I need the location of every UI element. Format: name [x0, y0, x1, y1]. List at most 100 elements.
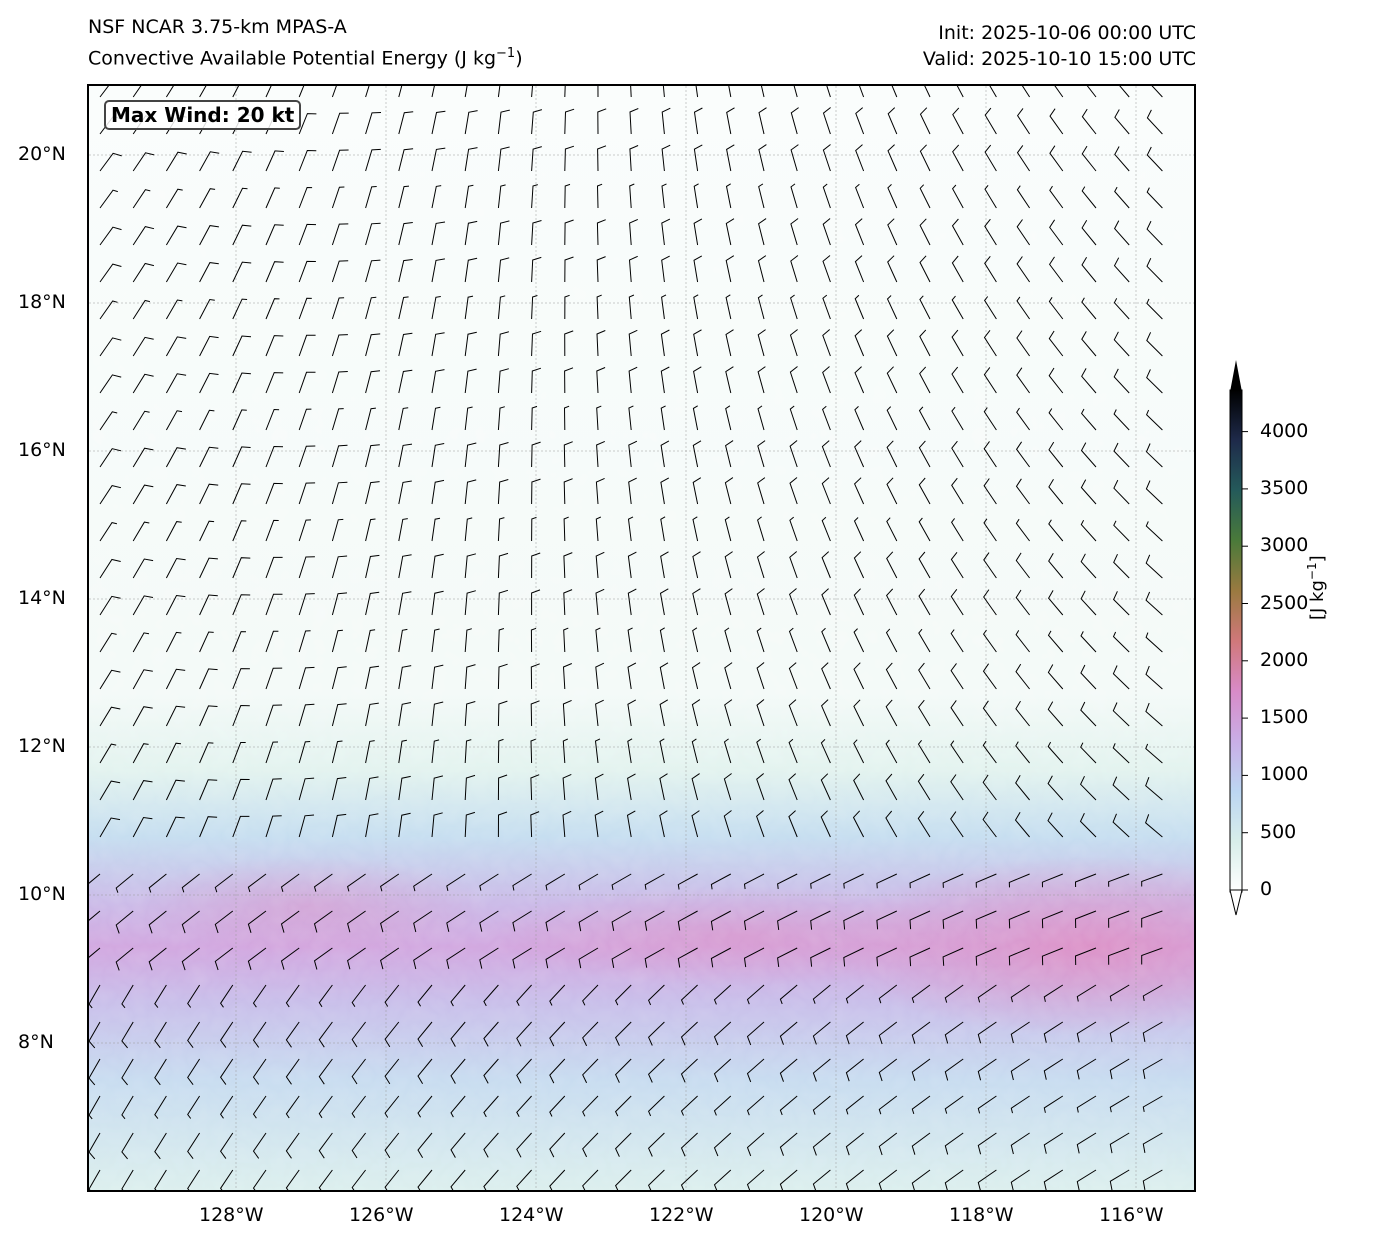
wind-barb [975, 947, 997, 966]
wind-barb [777, 910, 798, 930]
wind-barb [596, 183, 603, 209]
wind-barb [1010, 1169, 1030, 1190]
wind-barb [950, 551, 964, 579]
wind-barb [578, 910, 599, 932]
wind-barb [99, 263, 122, 283]
wind-barb [199, 188, 216, 209]
wind-barb [265, 445, 284, 468]
wind-barb [347, 947, 366, 970]
wind-barb [365, 370, 381, 394]
wind-barb [398, 591, 412, 616]
wind-barb [691, 662, 701, 690]
wind-barb [812, 1132, 831, 1156]
wind-barb [99, 152, 122, 172]
wind-barb [596, 330, 606, 357]
wind-barb [331, 186, 345, 209]
wind-barb [219, 1058, 234, 1085]
wind-barb [944, 1021, 964, 1044]
wind-barb [265, 630, 279, 653]
wind-barb [531, 589, 541, 615]
wind-barb [232, 742, 246, 764]
wind-barb [582, 1169, 599, 1190]
wind-barb [398, 702, 412, 727]
wind-barb [918, 551, 931, 579]
wind-barb [1113, 298, 1130, 320]
wind-barb [725, 218, 735, 246]
wind-barb [917, 739, 931, 764]
wind-barb [497, 442, 509, 468]
wind-barb [497, 220, 510, 246]
wind-barb [757, 366, 766, 394]
wind-barb [788, 810, 798, 838]
wind-barb [789, 588, 798, 616]
wind-barb [983, 552, 997, 579]
wind-barb [1048, 478, 1064, 505]
wind-barb [464, 811, 476, 838]
wind-barb [132, 595, 154, 616]
wind-barb [265, 298, 280, 320]
wind-barb [724, 627, 732, 653]
wind-barb [911, 1058, 931, 1081]
wind-barb [1043, 1021, 1064, 1043]
wind-barb [878, 1058, 898, 1082]
wind-barb [563, 589, 573, 616]
wind-barb [497, 146, 510, 172]
wind-barb [564, 145, 575, 172]
wind-barb [1113, 553, 1130, 579]
wind-barb [165, 299, 183, 320]
wind-barb [1109, 1132, 1130, 1154]
wind-barb [855, 107, 865, 135]
wind-barb [497, 738, 504, 764]
wind-barb [1081, 145, 1097, 172]
wind-barb [431, 406, 441, 431]
wind-barb [365, 222, 381, 246]
wind-barb [1145, 521, 1163, 542]
wind-barb [298, 149, 317, 172]
wind-barb [647, 1169, 665, 1190]
wind-barb [181, 910, 200, 934]
colorbar-unit-text: [J kg [1307, 580, 1328, 620]
wind-barb [854, 294, 865, 320]
wind-barb [331, 481, 348, 505]
colorbar-tick-label: 500 [1260, 820, 1297, 843]
wind-barb [512, 873, 532, 891]
colorbar-tick-label: 2000 [1260, 648, 1309, 671]
wind-barb [285, 1169, 300, 1190]
wind-barb [984, 255, 997, 283]
wind-barb [789, 440, 798, 468]
wind-barb [1113, 331, 1130, 357]
wind-barb [497, 406, 505, 431]
wind-barb [821, 516, 831, 542]
wind-barb [351, 1095, 366, 1118]
wind-barb [1146, 187, 1163, 209]
colorbar-unit: [J kg−1] [1305, 555, 1328, 620]
wind-barb [331, 703, 347, 727]
wind-barb [713, 1132, 732, 1157]
wind-barb [331, 740, 343, 764]
wind-barb [983, 407, 997, 431]
wind-barb [628, 477, 637, 505]
wind-barb [99, 522, 118, 542]
wind-barb [1048, 297, 1064, 320]
wind-barb [1076, 1021, 1097, 1043]
wind-barb [983, 367, 997, 394]
wind-barb [659, 627, 665, 653]
wind-barb [563, 552, 573, 579]
wind-barb [1043, 984, 1064, 1002]
wind-barb [531, 330, 542, 357]
wind-barb [1074, 910, 1097, 929]
wind-barb [746, 1021, 765, 1046]
wind-barb [779, 1095, 798, 1116]
wind-barb [298, 666, 315, 690]
wind-barb [431, 443, 445, 468]
wind-barb [788, 738, 798, 764]
wind-barb [821, 440, 831, 468]
wind-barb [758, 107, 767, 135]
colorbar-extend-min [1229, 889, 1243, 916]
wind-barb [431, 479, 445, 505]
wind-barb [417, 1021, 433, 1048]
wind-barb [280, 873, 300, 892]
wind-barb [1108, 873, 1130, 887]
wind-barb [950, 774, 964, 801]
wind-barb [950, 663, 964, 690]
